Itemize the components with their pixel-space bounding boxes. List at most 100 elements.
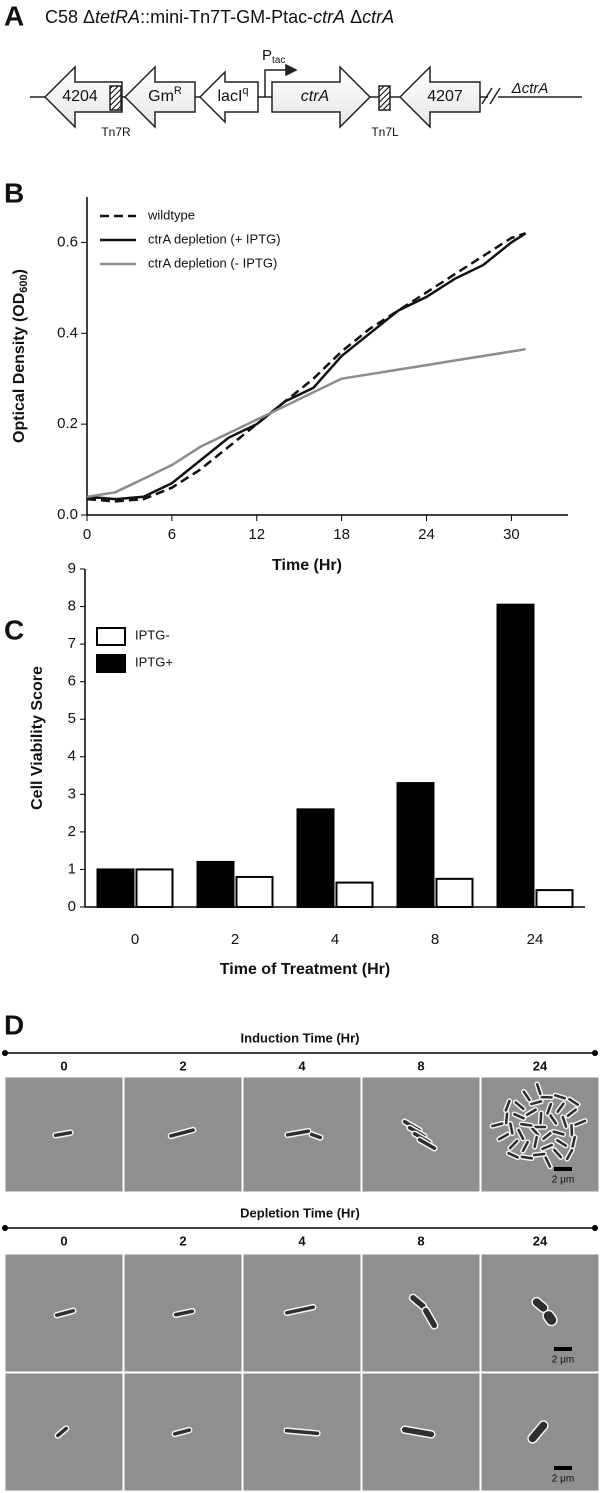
time-label: 24 (533, 1058, 548, 1073)
time-label: 8 (417, 1233, 424, 1248)
cell (53, 1307, 77, 1319)
bar (435, 877, 474, 908)
bar (335, 881, 374, 908)
x-tick-label: 30 (503, 526, 520, 543)
cell (534, 1081, 544, 1097)
time-label: 0 (60, 1058, 67, 1073)
cell (513, 1099, 527, 1112)
x-tick-label: 0 (131, 931, 139, 948)
legend-label: IPTG+ (135, 654, 173, 669)
time-label: 2 (179, 1233, 186, 1248)
cell (531, 1134, 540, 1150)
section-title: Depletion Time (Hr) (240, 1205, 360, 1220)
x-tick-label: 4 (331, 931, 339, 948)
cell (528, 1098, 544, 1107)
time-label: 4 (298, 1233, 306, 1248)
cell (515, 1127, 526, 1142)
cell (421, 1306, 439, 1330)
x-tick-label: 24 (527, 931, 544, 948)
panel-label: A (4, 0, 24, 31)
site-label: Tn7L (371, 125, 399, 139)
cell (566, 1096, 581, 1108)
x-tick-label: 8 (431, 931, 439, 948)
micrograph (361, 1253, 481, 1373)
series-line (86, 232, 527, 501)
cell (52, 1129, 74, 1139)
panel-label: C (4, 614, 24, 645)
cell (167, 1126, 197, 1140)
bar (135, 868, 174, 909)
cell (503, 1098, 513, 1114)
x-tick-label: 0 (83, 526, 91, 543)
cell (54, 1425, 70, 1439)
legend-swatch (96, 654, 126, 673)
cell (550, 1128, 567, 1138)
micrographs: 0 2 4 8 242 μm0 2 4 8 242 μm2 μm (2, 1050, 600, 1492)
cell (511, 1111, 527, 1122)
gene-map (30, 63, 582, 129)
y-tick-label: 6 (68, 673, 76, 690)
gene-label: 4204 (62, 88, 98, 105)
cell (283, 1303, 317, 1317)
bar (235, 875, 274, 909)
cell (572, 1118, 588, 1128)
cell (542, 1309, 558, 1327)
cell (283, 1427, 321, 1437)
x-axis-label: Time (Hr) (272, 557, 342, 574)
x-tick-label: 18 (333, 526, 350, 543)
bar (196, 860, 235, 909)
cell (544, 1101, 554, 1117)
gene-label: 4207 (427, 88, 463, 105)
bar (535, 889, 574, 908)
x-tick-label: 12 (248, 526, 265, 543)
panel-label: B (4, 177, 24, 208)
y-tick-label: 8 (68, 598, 76, 615)
time-label: 4 (298, 1058, 306, 1073)
timeline-end (2, 1225, 8, 1231)
cell (564, 1147, 575, 1162)
legend-swatch (96, 627, 126, 646)
cell (518, 1121, 534, 1129)
timeline-end (592, 1225, 598, 1231)
time-label: 2 (179, 1058, 186, 1073)
time-label: 0 (60, 1233, 67, 1248)
y-tick-label: 1 (68, 860, 76, 877)
y-tick-label: 0 (68, 898, 76, 915)
timeline-end (592, 1050, 598, 1056)
cell (521, 1088, 533, 1103)
section-title: Induction Time (Hr) (241, 1030, 360, 1045)
scale-bar (554, 1466, 572, 1470)
panel-label: D (4, 1009, 24, 1040)
gene-label: GmR (148, 85, 182, 105)
cell (539, 1142, 555, 1152)
y-tick-label: 4 (68, 748, 76, 765)
scale-bar (554, 1347, 572, 1351)
cell (565, 1106, 579, 1119)
cell (531, 1151, 547, 1158)
cell (308, 1131, 324, 1141)
cell (507, 1138, 520, 1151)
y-tick-label: 0.6 (57, 233, 78, 250)
cell (284, 1127, 312, 1139)
x-axis-label: Time of Treatment (Hr) (220, 961, 390, 978)
cell (527, 1420, 549, 1444)
cell (520, 1139, 531, 1154)
x-tick-label: 2 (231, 931, 239, 948)
time-label: 8 (417, 1058, 424, 1073)
series-line (86, 347, 526, 499)
cell (505, 1150, 521, 1161)
x-tick-label: 24 (418, 526, 435, 543)
legend-label: IPTG- (135, 627, 170, 642)
cell (560, 1114, 569, 1130)
gene-label: ctrA (301, 88, 329, 105)
cell (496, 1131, 511, 1143)
promoter-label: Ptac (262, 47, 285, 66)
timeline-end (2, 1050, 8, 1056)
y-axis-label: Cell Viability Score (29, 666, 46, 810)
cell (416, 1136, 438, 1152)
legend-label: wildtype (147, 207, 195, 222)
scale-bar (554, 1167, 572, 1171)
y-tick-label: 0.0 (57, 506, 78, 523)
micrograph (242, 1253, 362, 1373)
